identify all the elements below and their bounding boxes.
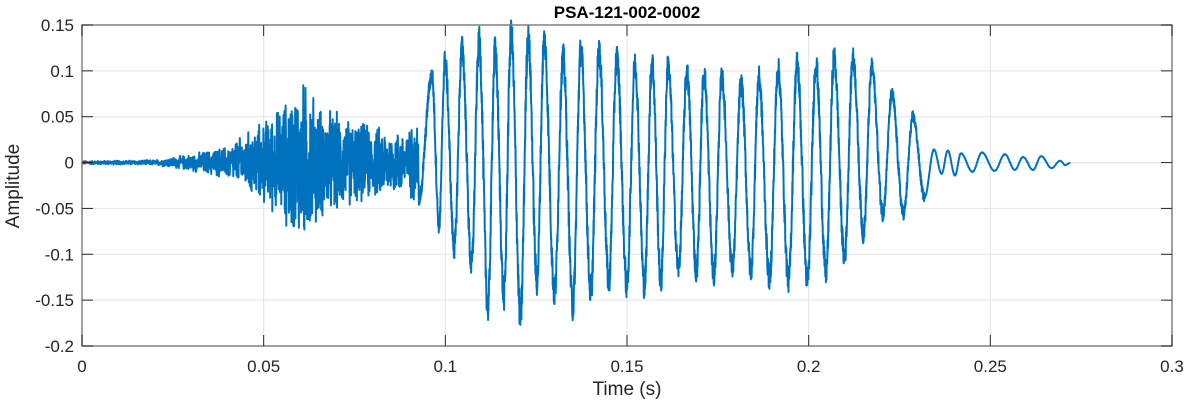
x-tick-label: 0.25 — [974, 357, 1007, 376]
y-axis-label: Amplitude — [3, 144, 24, 229]
x-tick-label: 0.2 — [797, 357, 821, 376]
x-tick-label: 0.3 — [1160, 357, 1184, 376]
x-tick-label: 0.05 — [247, 357, 280, 376]
y-tick-label: 0.15 — [41, 16, 74, 35]
waveform-line — [81, 19, 1071, 326]
x-axis-label: Time (s) — [593, 379, 662, 400]
y-tick-label: 0 — [65, 154, 74, 173]
ticks: 0 0.05 0.1 0.15 0.2 0.25 0.3 0.15 0.1 0.05 0 -0.05 -… — [35, 16, 1184, 376]
y-tick-label: -0.1 — [45, 245, 74, 264]
y-tick-label: -0.2 — [45, 337, 74, 356]
y-tick-label: -0.15 — [35, 291, 74, 310]
y-tick-label: 0.05 — [41, 108, 74, 127]
y-tick-label: 0.1 — [50, 62, 74, 81]
x-tick-label: 0 — [77, 357, 86, 376]
x-tick-label: 0.1 — [434, 357, 458, 376]
chart-title: PSA-121-002-0002 — [554, 3, 700, 22]
x-tick-label: 0.15 — [610, 357, 643, 376]
y-tick-label: -0.05 — [35, 199, 74, 218]
